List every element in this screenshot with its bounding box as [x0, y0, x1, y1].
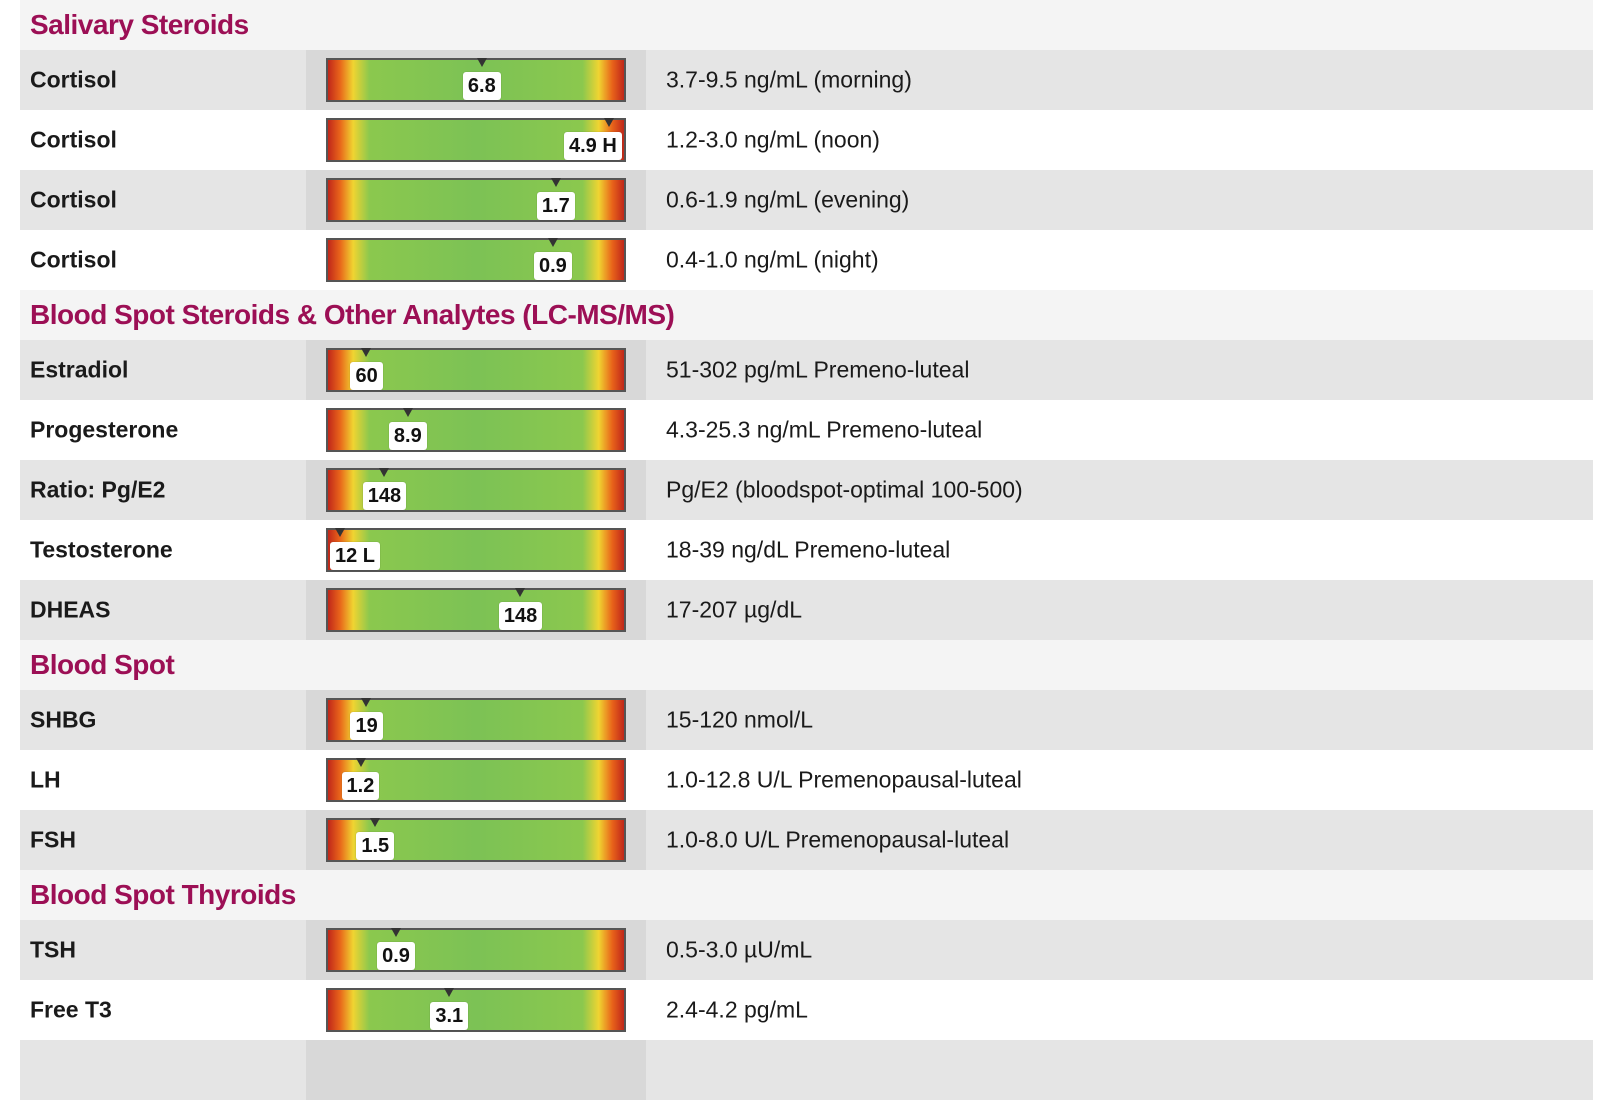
marker-pointer-icon: [444, 988, 455, 997]
result-value: 1.5: [356, 832, 395, 860]
reference-range: 0.4-1.0 ng/mL (night): [666, 246, 879, 273]
reference-range: 51-302 pg/mL Premeno-luteal: [666, 356, 970, 383]
result-row: Cortisol 1.7 0.6-1.9 ng/mL (evening): [20, 170, 1593, 230]
range-gauge: 8.9: [326, 408, 626, 452]
result-value: 0.9: [533, 252, 572, 280]
range-gauge: 1.2: [326, 758, 626, 802]
range-gauge: 148: [326, 588, 626, 632]
section-header: Blood Spot Thyroids: [20, 870, 1593, 920]
range-gauge: 0.9: [326, 928, 626, 972]
result-row: Estradiol 60 51-302 pg/mL Premeno-luteal: [20, 340, 1593, 400]
reference-range: 0.6-1.9 ng/mL (evening): [666, 186, 910, 213]
range-gauge: 148: [326, 468, 626, 512]
reference-range: 1.2-3.0 ng/mL (noon): [666, 126, 880, 153]
section-title: Blood Spot Thyroids: [30, 879, 296, 910]
marker-pointer-icon: [355, 758, 366, 767]
analyte-name: LH: [30, 766, 61, 793]
analyte-name: DHEAS: [30, 596, 111, 623]
marker-pointer-icon: [361, 698, 372, 707]
marker-pointer-icon: [379, 468, 390, 477]
reference-range: Pg/E2 (bloodspot-optimal 100-500): [666, 476, 1023, 503]
section-title: Blood Spot Steroids & Other Analytes (LC…: [30, 299, 675, 330]
result-value: 19: [350, 712, 383, 740]
result-value: 12 L: [330, 542, 381, 570]
reference-range: 18-39 ng/dL Premeno-luteal: [666, 536, 951, 563]
marker-pointer-icon: [402, 408, 413, 417]
range-gauge: 60: [326, 348, 626, 392]
reference-range: 17-207 µg/dL: [666, 596, 803, 623]
range-gauge: 1.7: [326, 178, 626, 222]
section-header: Salivary Steroids: [20, 0, 1593, 50]
analyte-name: Cortisol: [30, 126, 117, 153]
section-header: Blood Spot: [20, 640, 1593, 690]
analyte-name: Cortisol: [30, 186, 117, 213]
range-gauge: 0.9: [326, 238, 626, 282]
result-value: 1.2: [341, 772, 380, 800]
marker-pointer-icon: [361, 348, 372, 357]
range-gauge: 3.1: [326, 988, 626, 1032]
marker-pointer-icon: [604, 118, 615, 127]
reference-range: 15-120 nmol/L: [666, 706, 814, 733]
gauge-cell: [306, 1040, 646, 1100]
analyte-name: Testosterone: [30, 536, 173, 563]
reference-range: 3.7-9.5 ng/mL (morning): [666, 66, 912, 93]
result-row: Cortisol 6.8 3.7-9.5 ng/mL (morning): [20, 50, 1593, 110]
analyte-name: Ratio: Pg/E2: [30, 476, 166, 503]
result-row: DHEAS 148 17-207 µg/dL: [20, 580, 1593, 640]
marker-pointer-icon: [391, 928, 402, 937]
result-value: 6.8: [462, 72, 501, 100]
result-row: Cortisol 0.9 0.4-1.0 ng/mL (night): [20, 230, 1593, 290]
reference-range: 1.0-12.8 U/L Premenopausal-luteal: [666, 766, 1022, 793]
analyte-name: Estradiol: [30, 356, 129, 383]
section-header: Blood Spot Steroids & Other Analytes (LC…: [20, 290, 1593, 340]
range-gauge: 12 L: [326, 528, 626, 572]
result-row: Free T3 3.1 2.4-4.2 pg/mL: [20, 980, 1593, 1040]
marker-pointer-icon: [547, 238, 558, 247]
result-row: LH 1.2 1.0-12.8 U/L Premenopausal-luteal: [20, 750, 1593, 810]
range-gauge: 19: [326, 698, 626, 742]
result-value: 148: [498, 602, 543, 630]
result-value: 60: [350, 362, 383, 390]
reference-range: 1.0-8.0 U/L Premenopausal-luteal: [666, 826, 1010, 853]
analyte-name: Free T3: [30, 996, 112, 1023]
result-value: 1.7: [536, 192, 575, 220]
result-row: TSH 0.9 0.5-3.0 µU/mL: [20, 920, 1593, 980]
analyte-name: TSH: [30, 936, 76, 963]
result-value: 3.1: [430, 1002, 469, 1030]
reference-range: 0.5-3.0 µU/mL: [666, 936, 813, 963]
reference-range: 2.4-4.2 pg/mL: [666, 996, 808, 1023]
marker-pointer-icon: [550, 178, 561, 187]
result-row: FSH 1.5 1.0-8.0 U/L Premenopausal-luteal: [20, 810, 1593, 870]
range-gauge: 6.8: [326, 58, 626, 102]
section-title: Blood Spot: [30, 649, 175, 680]
analyte-name: Cortisol: [30, 246, 117, 273]
result-value: 0.9: [377, 942, 415, 970]
section-title: Salivary Steroids: [30, 9, 249, 40]
marker-pointer-icon: [515, 588, 526, 597]
analyte-name: Progesterone: [30, 416, 179, 443]
marker-pointer-icon: [476, 58, 487, 67]
reference-range: 4.3-25.3 ng/mL Premeno-luteal: [666, 416, 983, 443]
result-row: Progesterone 8.9 4.3-25.3 ng/mL Premeno-lu…: [20, 400, 1593, 460]
range-gauge: 4.9 H: [326, 118, 626, 162]
analyte-name: Cortisol: [30, 66, 117, 93]
result-row: SHBG 19 15-120 nmol/L: [20, 690, 1593, 750]
result-row: [20, 1040, 1593, 1100]
result-row: Testosterone 12 L 18-39 ng/dL Premeno-lute…: [20, 520, 1593, 580]
result-row: Cortisol 4.9 H 1.2-3.0 ng/mL (noon): [20, 110, 1593, 170]
marker-pointer-icon: [370, 818, 381, 827]
result-value: 148: [362, 482, 407, 510]
marker-pointer-icon: [334, 528, 345, 537]
range-gauge: 1.5: [326, 818, 626, 862]
result-value: 4.9 H: [564, 132, 622, 160]
analyte-name: SHBG: [30, 706, 97, 733]
analyte-name: FSH: [30, 826, 76, 853]
result-row: Ratio: Pg/E2 148 Pg/E2 (bloodspot-optimal …: [20, 460, 1593, 520]
result-value: 8.9: [388, 422, 427, 450]
